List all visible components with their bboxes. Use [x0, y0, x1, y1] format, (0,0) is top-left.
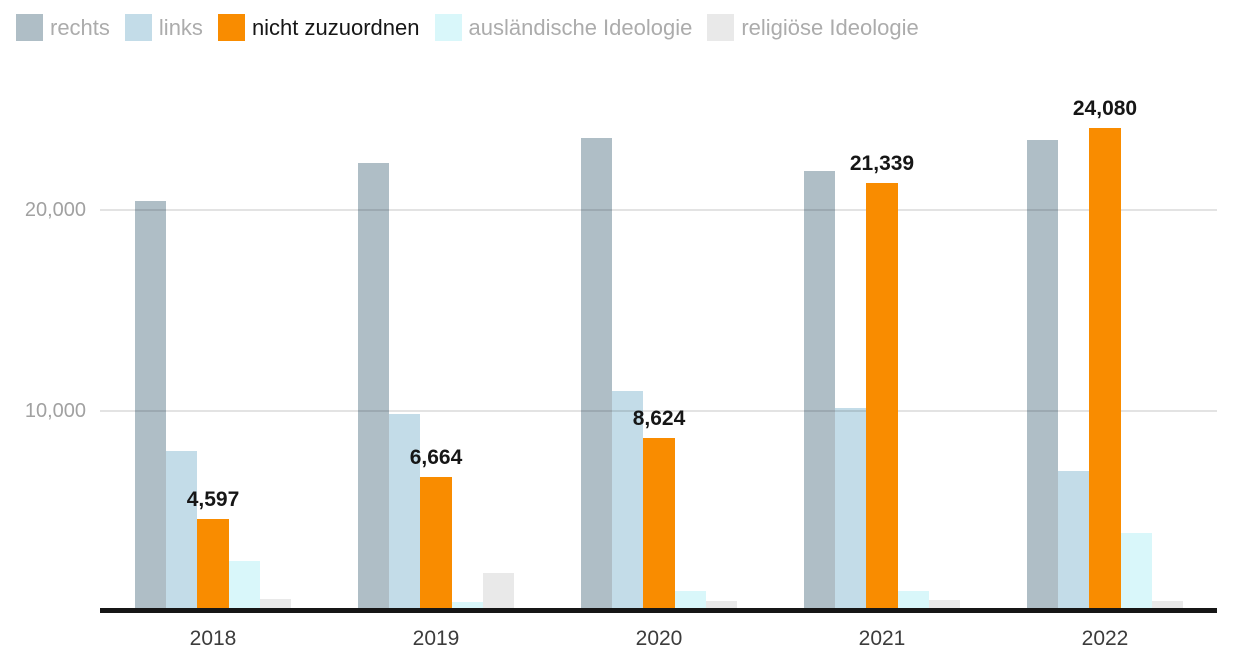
- legend-item-auslaendische-ideologie: ausländische Ideologie: [434, 14, 693, 41]
- value-label-2019: 6,664: [409, 446, 463, 470]
- value-label-2022: 24,080: [1072, 97, 1138, 121]
- x-tick-label-2022: 2022: [1081, 627, 1129, 650]
- bar-ausl-ndische-ideologie-2018: [228, 561, 260, 611]
- bar-ausl-ndische-ideologie-2022: [1120, 533, 1152, 611]
- legend-item-rechts: rechts: [16, 14, 110, 41]
- bar-nicht-zuzuordnen-2020: [643, 438, 675, 611]
- bar-links-2019: [389, 413, 421, 611]
- bar-nicht-zuzuordnen-2021: [866, 183, 898, 611]
- value-label-2018: 4,597: [186, 487, 240, 511]
- legend-swatch-links-icon: [124, 14, 152, 41]
- x-tick-label-2020: 2020: [635, 627, 683, 650]
- legend-label-religioese-ideologie: religiöse Ideologie: [741, 15, 919, 40]
- bar-religi-se-ideologie-2018: [259, 599, 291, 611]
- value-label-2020: 8,624: [632, 407, 686, 431]
- bar-rechts-2020: [581, 137, 613, 611]
- bar-rechts-2021: [804, 170, 836, 611]
- bar-rechts-2019: [358, 163, 390, 611]
- legend-item-religioese-ideologie: religiöse Ideologie: [707, 14, 919, 41]
- bar-ausl-ndische-ideologie-2020: [674, 590, 706, 611]
- bar-links-2018: [166, 451, 198, 611]
- y-tick-label-20000: 20,000: [24, 199, 86, 221]
- bar-religi-se-ideologie-2022: [1151, 601, 1183, 611]
- bar-nicht-zuzuordnen-2019: [420, 477, 452, 611]
- bar-nicht-zuzuordnen-2022: [1089, 128, 1121, 611]
- gridline-20000: [100, 209, 1217, 211]
- legend-swatch-auslaendische-ideologie-icon: [434, 14, 462, 41]
- bar-religi-se-ideologie-2020: [705, 601, 737, 611]
- bar-rechts-2018: [135, 201, 167, 611]
- bar-ausl-ndische-ideologie-2019: [451, 602, 483, 611]
- gridline-10000: [100, 409, 1217, 412]
- legend-swatch-nicht-zuzuordnen-icon: [217, 14, 245, 41]
- legend-label-links: links: [158, 15, 203, 40]
- legend-label-auslaendische-ideologie: ausländische Ideologie: [468, 15, 693, 40]
- bar-links-2021: [835, 408, 867, 611]
- x-axis-line: [100, 608, 1217, 613]
- legend-item-links: links: [124, 14, 203, 41]
- x-tick-label-2019: 2019: [412, 627, 460, 650]
- x-tick-label-2018: 2018: [189, 627, 237, 650]
- legend-item-nicht-zuzuordnen: nicht zuzuordnen: [217, 14, 420, 41]
- bar-religi-se-ideologie-2021: [928, 599, 960, 611]
- x-tick-label-2021: 2021: [858, 627, 906, 650]
- legend-swatch-rechts-icon: [16, 14, 43, 41]
- bar-religi-se-ideologie-2019: [482, 572, 514, 611]
- bar-ausl-ndische-ideologie-2021: [897, 590, 929, 611]
- chart-legend: rechts links nicht zuzuordnen ausländisc…: [16, 14, 934, 41]
- bar-links-2022: [1058, 471, 1090, 611]
- bar-rechts-2022: [1027, 139, 1059, 611]
- legend-swatch-religioese-ideologie-icon: [707, 14, 735, 41]
- bar-nicht-zuzuordnen-2018: [197, 518, 229, 611]
- value-label-2021: 21,339: [849, 152, 915, 176]
- y-tick-label-10000: 10,000: [24, 399, 86, 422]
- legend-label-rechts: rechts: [50, 15, 110, 40]
- legend-label-nicht-zuzuordnen: nicht zuzuordnen: [251, 15, 420, 40]
- bar-links-2020: [612, 391, 644, 611]
